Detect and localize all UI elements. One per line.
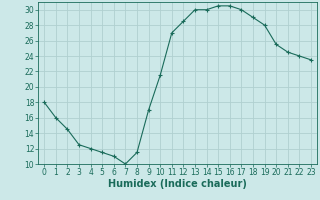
X-axis label: Humidex (Indice chaleur): Humidex (Indice chaleur) <box>108 179 247 189</box>
